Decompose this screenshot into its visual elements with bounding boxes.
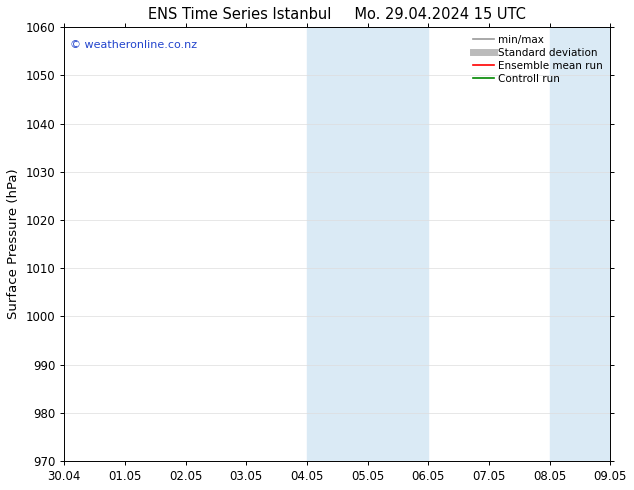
- Bar: [307, 27, 429, 461]
- Title: ENS Time Series Istanbul     Mo. 29.04.2024 15 UTC: ENS Time Series Istanbul Mo. 29.04.2024 …: [148, 7, 526, 22]
- Y-axis label: Surface Pressure (hPa): Surface Pressure (hPa): [7, 169, 20, 319]
- Text: © weatheronline.co.nz: © weatheronline.co.nz: [70, 40, 197, 50]
- Legend: min/max, Standard deviation, Ensemble mean run, Controll run: min/max, Standard deviation, Ensemble me…: [471, 32, 605, 86]
- Bar: [550, 27, 611, 461]
